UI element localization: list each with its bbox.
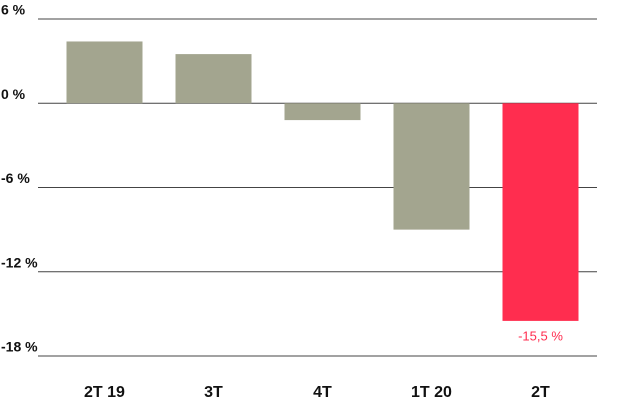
bar bbox=[66, 41, 143, 104]
x-tick-label: 2T 19 bbox=[84, 384, 125, 401]
y-tick-label: 6 % bbox=[1, 2, 26, 18]
x-tick-label: 2T bbox=[531, 384, 550, 401]
bar bbox=[284, 103, 361, 121]
y-tick-label: -12 % bbox=[1, 254, 38, 270]
y-tick-label: -18 % bbox=[1, 339, 38, 355]
value-label: -15,5 % bbox=[518, 328, 563, 343]
y-tick-label: -6 % bbox=[1, 170, 30, 186]
x-tick-label: 1T 20 bbox=[411, 384, 452, 401]
x-tick-label: 4T bbox=[313, 384, 332, 401]
x-tick-label: 3T bbox=[204, 384, 223, 401]
y-tick-label: 0 % bbox=[1, 86, 26, 102]
bar bbox=[175, 54, 252, 104]
bar bbox=[502, 103, 579, 321]
bar bbox=[393, 103, 470, 230]
